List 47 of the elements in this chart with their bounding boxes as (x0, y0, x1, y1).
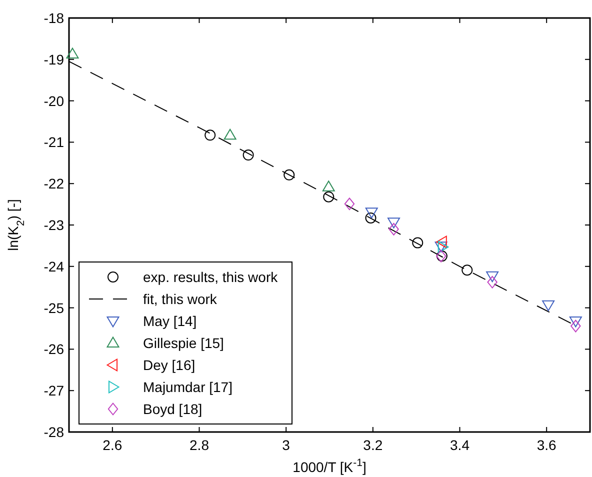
x-tick-label: 3 (282, 437, 290, 453)
point (242, 150, 254, 161)
point (344, 198, 355, 210)
legend-label: May [14] (143, 313, 197, 329)
legend-label: Majumdar [17] (143, 379, 232, 395)
y-tick-label: -28 (44, 424, 64, 440)
x-tick-label: 2.6 (102, 437, 122, 453)
y-tick-label: -24 (44, 258, 64, 274)
point (388, 222, 399, 236)
point (570, 320, 581, 332)
point (542, 300, 555, 312)
point (204, 130, 216, 141)
y-tick-label: -23 (44, 217, 64, 233)
point (284, 169, 295, 180)
x-tick-label: 3.2 (363, 437, 383, 453)
y-tick-label: -18 (44, 10, 64, 26)
legend-label: Boyd [18] (143, 401, 202, 417)
legend-label: Gillespie [15] (143, 335, 224, 351)
point (66, 48, 79, 59)
point (365, 212, 376, 224)
point (322, 180, 335, 192)
x-tick-label: 3.4 (450, 437, 470, 453)
x-axis-title: 1000/T [K$^{-1}$] (292, 457, 366, 475)
y-tick-label: -19 (44, 51, 64, 68)
legend-label: exp. results, this work (143, 269, 279, 285)
point (436, 236, 447, 248)
point (486, 271, 499, 282)
y-tick-label: -26 (44, 341, 64, 358)
legend-label: fit, this work (143, 291, 218, 307)
point (462, 264, 473, 276)
y-tick-label: -22 (44, 176, 64, 192)
y-tick-label: -21 (44, 134, 64, 150)
x-tick-label: 2.8 (190, 437, 210, 453)
point (438, 240, 449, 254)
point (487, 276, 498, 288)
point (224, 128, 236, 140)
y-tick-label: -25 (44, 300, 64, 316)
point (365, 208, 378, 218)
point (323, 191, 334, 202)
x-tick-label: 3.6 (536, 437, 557, 453)
y-tick-label: -20 (44, 92, 64, 109)
legend-label: Dey [16] (143, 357, 196, 373)
point (434, 242, 448, 252)
point (569, 316, 582, 328)
point (388, 218, 400, 228)
point (412, 237, 424, 248)
y-tick-label: -27 (44, 382, 64, 399)
